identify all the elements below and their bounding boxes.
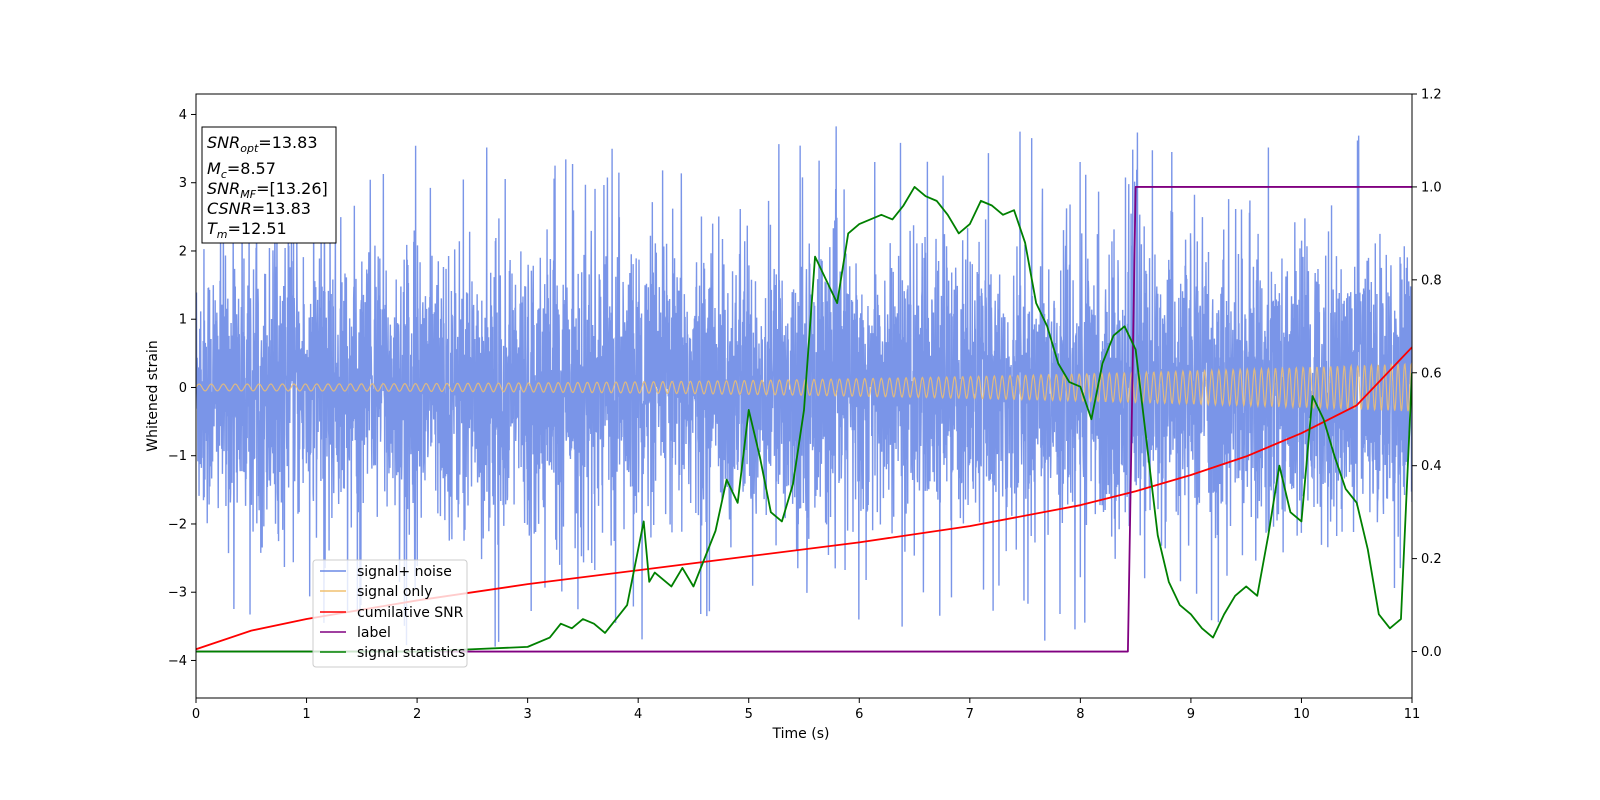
info-snr-opt: SNRopt=13.83 (207, 133, 318, 155)
x-tick-label: 4 (634, 707, 642, 722)
y2-tick-label: 1.2 (1421, 88, 1442, 103)
y2-tick-label: 0.2 (1421, 552, 1442, 567)
y2-tick-label: 0.8 (1421, 273, 1442, 288)
y-tick-label: 4 (179, 108, 187, 123)
y-tick-label: −4 (168, 654, 187, 669)
x-tick-label: 2 (413, 707, 421, 722)
y-tick-label: 1 (179, 313, 187, 328)
legend-label-cumulative-snr: cumilative SNR (357, 605, 464, 621)
y-tick-label: 0 (179, 381, 187, 396)
legend-frame (312, 559, 468, 668)
y2-tick-label: 0.6 (1421, 366, 1442, 381)
series-signal-noise (196, 126, 1412, 647)
y-axis-label: Whitened strain (145, 340, 161, 451)
x-axis-label: Time (s) (772, 726, 830, 742)
y-tick-label: −3 (168, 586, 187, 601)
legend-label-signal-noise: signal+ noise (357, 564, 452, 580)
series-signal-only (196, 361, 1412, 412)
y2-tick-label: 0.4 (1421, 459, 1442, 474)
info-snr-mf: SNRMF=[13.26] (207, 179, 328, 201)
x-tick-label: 6 (855, 707, 863, 722)
axes: 0 1 2 3 4 5 6 7 8 9 10 11 −4 −3 −2 −1 0 1 2 3 4 0.0 0.2 0.4 0.6 0… (168, 88, 1442, 723)
x-tick-label: 3 (523, 707, 531, 722)
y-tick-label: −2 (168, 517, 187, 532)
x-tick-label: 0 (192, 707, 200, 722)
y2-tick-label: 1.0 (1421, 180, 1442, 195)
series-signal-statistics (196, 186, 1412, 653)
info-mc: Mc=8.57 (207, 159, 276, 181)
legend-label-signal-statistics: signal statistics (357, 645, 465, 661)
y-tick-label: 3 (179, 176, 187, 191)
y-tick-label: −1 (168, 449, 187, 464)
legend-label-signal-only: signal only (357, 584, 432, 600)
legend: signal+ noise signal only cumilative SNR… (312, 559, 468, 668)
series-label (196, 186, 1412, 653)
info-box-frame (201, 126, 337, 244)
x-tick-label: 7 (966, 707, 974, 722)
y-tick-label: 2 (179, 244, 187, 259)
x-tick-label: 9 (1187, 707, 1195, 722)
legend-label-label: label (357, 625, 391, 641)
y2-tick-label: 0.0 (1421, 645, 1442, 660)
x-tick-label: 11 (1404, 707, 1421, 722)
info-box: SNRopt=13.83 Mc=8.57 SNRMF=[13.26] CSNR=… (201, 126, 337, 244)
plot-frame (195, 93, 1413, 699)
info-tm: Tm=12.51 (207, 219, 287, 241)
x-tick-label: 1 (302, 707, 310, 722)
info-csnr: CSNR=13.83 (207, 199, 311, 218)
x-tick-label: 10 (1293, 707, 1310, 722)
x-tick-label: 5 (745, 707, 753, 722)
x-tick-label: 8 (1076, 707, 1084, 722)
